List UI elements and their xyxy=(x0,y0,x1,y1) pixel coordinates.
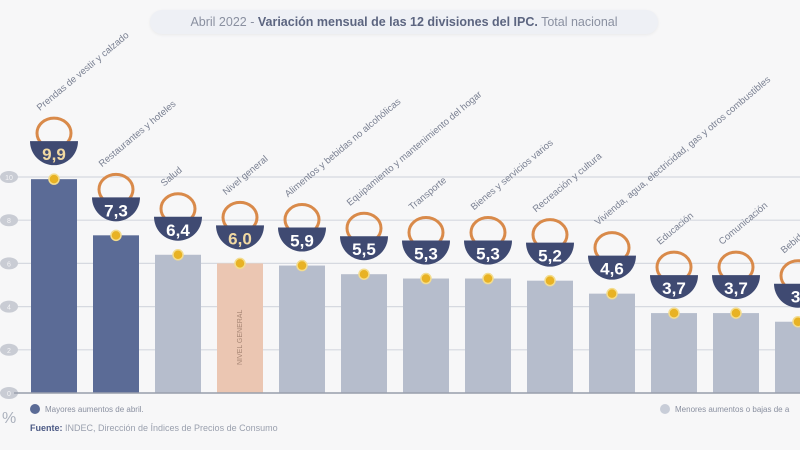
value-badge xyxy=(464,240,512,265)
y-tick-label: 2 xyxy=(7,348,11,355)
value-badge xyxy=(650,275,698,300)
legend-mayores: Mayores aumentos de abril. xyxy=(30,404,144,414)
value-label: 3, xyxy=(791,288,800,307)
value-badge xyxy=(154,216,202,241)
value-dot xyxy=(668,307,680,319)
bar-inner-label: NIVEL GENERAL xyxy=(237,310,244,365)
bar xyxy=(465,278,511,393)
category-label: Comunicación xyxy=(717,200,770,247)
category-label: Educación xyxy=(655,210,696,247)
y-axis-unit: % xyxy=(2,410,17,427)
category-label: Recreación y cultura xyxy=(531,150,605,215)
chart-title: Abril 2022 - Variación mensual de las 12… xyxy=(150,10,658,34)
value-badge xyxy=(402,240,450,265)
value-badge xyxy=(340,236,388,261)
value-dot xyxy=(172,249,184,261)
value-dot xyxy=(234,257,246,270)
bar xyxy=(527,280,573,393)
value-badge xyxy=(216,225,264,250)
value-dot xyxy=(296,259,308,272)
value-label: 3,7 xyxy=(662,279,686,298)
y-tick-label: 6 xyxy=(7,261,11,268)
y-tick-marker xyxy=(0,214,18,227)
y-tick-label: 8 xyxy=(7,218,11,225)
y-tick-marker xyxy=(0,171,18,183)
category-label: Prendas de vestir y calzado xyxy=(35,30,131,113)
y-tick-marker xyxy=(0,343,18,356)
legend-swatch xyxy=(30,404,40,414)
value-label: 3,7 xyxy=(724,279,748,298)
value-dot xyxy=(48,173,60,185)
bar xyxy=(775,321,800,393)
value-label: 6,4 xyxy=(166,221,190,240)
value-dot xyxy=(482,272,494,285)
value-label: 5,2 xyxy=(538,247,562,266)
value-dot xyxy=(420,272,432,285)
legend-swatch xyxy=(660,404,670,414)
value-label: 4,6 xyxy=(600,260,624,279)
value-dot xyxy=(730,307,742,319)
value-label: 6,0 xyxy=(228,229,252,248)
bar xyxy=(31,179,77,393)
value-label: 7,3 xyxy=(104,201,128,220)
category-label: Vivienda, agua, electricidad, gas y otro… xyxy=(593,74,773,228)
bar xyxy=(713,313,759,393)
y-tick-marker xyxy=(0,387,18,399)
value-badge xyxy=(712,275,760,300)
bar xyxy=(403,278,449,393)
y-tick-marker xyxy=(0,257,18,270)
y-tick-label: 0 xyxy=(7,391,11,398)
value-badge xyxy=(92,197,140,222)
bar xyxy=(217,263,263,393)
legend-menores: Menores aumentos o bajas de a xyxy=(660,404,789,414)
value-label: 5,3 xyxy=(414,245,438,264)
bar xyxy=(93,235,139,393)
value-badge xyxy=(278,227,326,252)
value-label: 5,9 xyxy=(290,232,314,251)
value-dot xyxy=(792,315,800,328)
bar xyxy=(341,274,387,393)
value-label: 9,9 xyxy=(42,145,66,164)
bar xyxy=(651,313,697,393)
y-tick-label: 10 xyxy=(5,175,13,182)
y-tick-marker xyxy=(0,300,18,313)
value-badge xyxy=(526,242,574,267)
category-label: Nivel general xyxy=(221,154,271,198)
value-label: 5,3 xyxy=(476,245,500,264)
value-dot xyxy=(358,268,370,280)
bar xyxy=(589,293,635,393)
y-tick-label: 4 xyxy=(7,305,11,312)
value-label: 5,5 xyxy=(352,240,376,259)
value-badge xyxy=(30,141,78,166)
value-badge xyxy=(588,255,636,280)
value-badge xyxy=(774,283,800,308)
category-label: Restaurantes y hoteles xyxy=(97,99,179,170)
value-dot xyxy=(110,229,122,242)
category-label: Transporte xyxy=(407,175,449,213)
bar xyxy=(155,254,201,393)
bar xyxy=(279,265,325,393)
value-dot xyxy=(606,287,618,300)
category-label: Alimentos y bebidas no alcohólicas xyxy=(283,96,404,200)
source-note: Fuente: INDEC, Dirección de Índices de P… xyxy=(30,423,278,433)
value-dot xyxy=(544,274,556,287)
category-label: Equipamiento y mantenimiento del hogar xyxy=(345,89,484,208)
category-label: Bebidas alcohólicas y tabaco xyxy=(779,169,800,256)
